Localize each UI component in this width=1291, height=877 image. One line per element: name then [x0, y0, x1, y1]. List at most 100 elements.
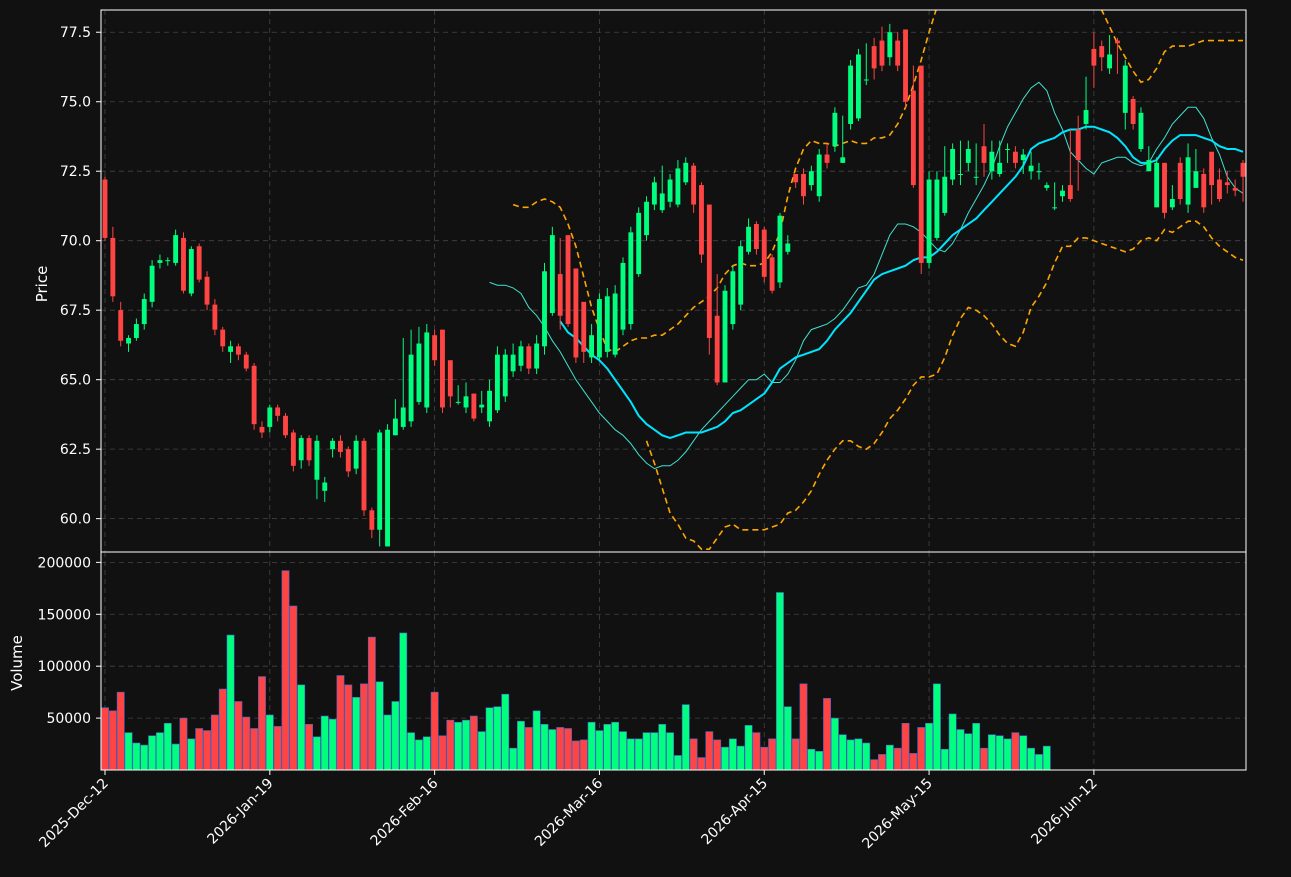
candle-body — [675, 168, 681, 205]
volume-bar — [352, 697, 361, 771]
candle-body — [785, 243, 791, 252]
volume-bar — [917, 727, 926, 771]
volume-bar — [933, 683, 941, 771]
bollinger-bands — [512, 10, 1244, 551]
volume-bar — [940, 748, 949, 771]
candle-body — [1099, 46, 1105, 58]
volume-bar — [846, 739, 855, 771]
candle-body — [251, 365, 257, 425]
volume-bar — [148, 735, 156, 771]
volume-bar — [320, 715, 329, 771]
volume-bar — [650, 732, 659, 771]
candle-body — [659, 193, 665, 211]
volume-bar — [987, 734, 996, 771]
candle-body — [706, 204, 712, 338]
volume-bar — [422, 736, 431, 771]
volume-bar — [509, 747, 518, 771]
candle-body — [463, 396, 469, 408]
volume-bar — [571, 740, 580, 771]
candle-body — [416, 343, 422, 402]
candle-body — [432, 335, 438, 361]
candle-body — [1138, 112, 1144, 149]
volume-bar — [595, 730, 604, 771]
volume-bar — [485, 707, 494, 771]
volume-bar — [171, 743, 180, 771]
candle-body — [345, 449, 351, 472]
candle-body — [856, 54, 861, 119]
volume-bar — [791, 738, 800, 771]
candle-body — [934, 179, 940, 238]
candle-body — [526, 346, 532, 369]
candle-body — [1075, 129, 1081, 161]
candle-body — [408, 354, 414, 422]
volume-bar — [925, 722, 933, 771]
slow-ma-line — [559, 125, 1244, 440]
candle-body — [133, 324, 139, 338]
candle-body — [455, 401, 461, 403]
price-axis-label: Price — [33, 266, 51, 303]
candle-body — [612, 293, 618, 355]
volume-bar — [399, 632, 408, 771]
volume-bar — [156, 732, 164, 771]
candle-body — [1114, 40, 1120, 44]
volume-bar — [658, 724, 667, 771]
candle-body — [777, 215, 783, 283]
price-tick-label: 65.0 — [60, 373, 91, 389]
volume-bar — [666, 732, 674, 771]
volume-bar — [564, 728, 572, 771]
candle-body — [1091, 48, 1097, 66]
volume-bar — [163, 722, 172, 771]
candle-body — [204, 276, 210, 305]
volume-bar — [140, 744, 149, 771]
candle-body — [871, 46, 877, 69]
candle-body — [1169, 199, 1175, 208]
volume-bar — [674, 755, 682, 771]
candle-body — [557, 274, 563, 316]
candle-body — [832, 112, 838, 147]
price-tick-label: 67.5 — [60, 303, 91, 319]
volume-bar — [909, 753, 918, 771]
volume-tick-label: 100000 — [38, 659, 91, 675]
volume-bar — [462, 719, 470, 771]
volume-tick-label: 150000 — [38, 607, 91, 623]
volume-bar — [995, 735, 1004, 771]
candle-body — [667, 179, 673, 202]
volume-bar — [273, 726, 282, 771]
candle-body — [118, 310, 124, 341]
volume-bar — [540, 724, 549, 771]
candle-body — [385, 429, 390, 547]
volume-bar — [579, 739, 588, 771]
volume-bar — [477, 731, 486, 771]
volume-bar — [265, 714, 274, 771]
candle-body — [895, 40, 901, 66]
volume-bar — [367, 636, 376, 771]
volume-bar — [878, 754, 886, 771]
volume-bar — [234, 701, 243, 771]
candle-body — [644, 201, 649, 236]
candle-body — [1224, 182, 1230, 186]
candle-body — [863, 79, 869, 81]
candle-body — [918, 65, 924, 263]
candle-body — [1209, 151, 1215, 186]
volume-bar — [681, 704, 690, 771]
candle-body — [447, 360, 453, 397]
candle-body — [738, 246, 744, 305]
volume-bar — [391, 701, 400, 771]
volume-bar — [689, 738, 698, 771]
candle-body — [589, 335, 595, 358]
volume-bar — [948, 713, 957, 771]
candle-body — [1107, 54, 1113, 69]
candle-body — [1240, 162, 1246, 177]
candle-body — [424, 332, 430, 408]
volume-bar — [210, 714, 219, 771]
candle-body — [604, 296, 610, 352]
candle-body — [1012, 151, 1018, 163]
candle-body — [628, 232, 634, 325]
candle-body — [816, 154, 822, 197]
candle-body — [1146, 160, 1152, 172]
volume-bar — [697, 757, 706, 771]
upper-band-line — [512, 10, 1243, 353]
candle-body — [471, 393, 477, 419]
